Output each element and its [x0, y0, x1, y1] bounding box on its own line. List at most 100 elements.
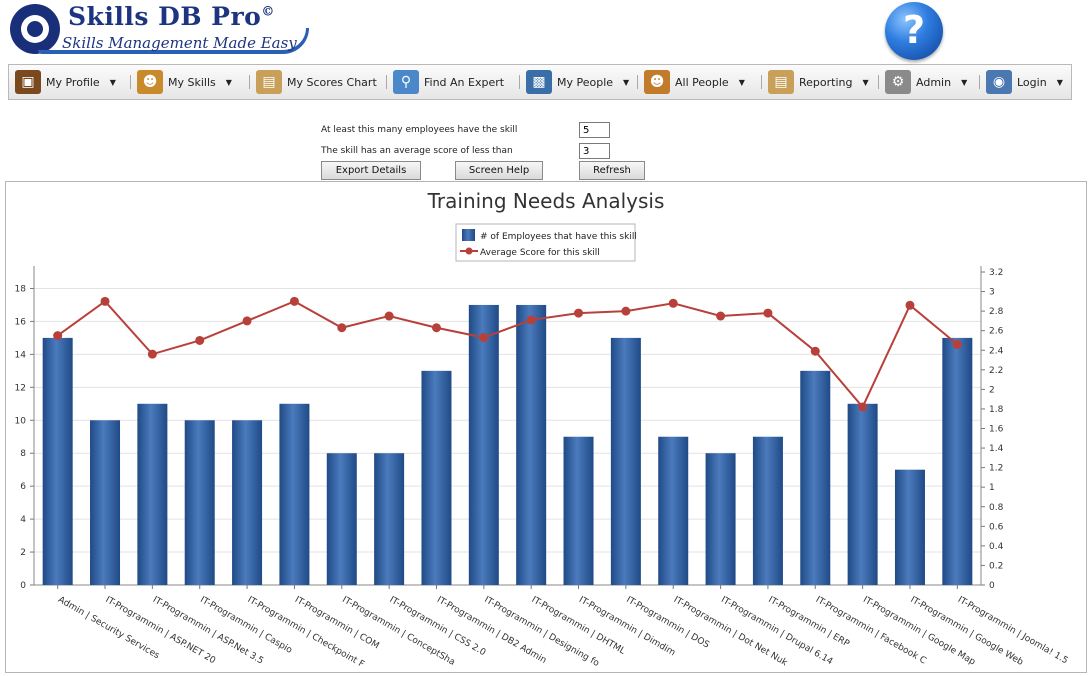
right-tick-label: 0.4 — [989, 542, 1004, 552]
clipboard-icon: ▤ — [768, 70, 794, 94]
help-icon[interactable]: ? — [885, 2, 943, 60]
bar-16 — [800, 370, 831, 585]
gear-icon: ⚙ — [885, 70, 911, 94]
right-tick-label: 1.4 — [989, 444, 1004, 454]
nav-label: Reporting — [799, 75, 853, 89]
bar-15 — [752, 436, 783, 585]
nav-separator — [249, 75, 250, 89]
app-logo: Skills DB Pro© Skills Management Made Ea… — [8, 2, 309, 58]
score-point-5 — [289, 296, 299, 306]
main-navbar: ▣ My Profile ▼ ☻ My Skills ▼ ▤ My Scores Chart ⚲… — [8, 64, 1072, 100]
bar-0 — [42, 337, 73, 585]
score-point-14 — [716, 311, 726, 321]
training-needs-chart: Training Needs Analysis # of Employees t… — [15, 189, 1070, 670]
bar-4 — [232, 420, 263, 585]
person-badge-icon: ☻ — [137, 70, 163, 94]
legend-label-line: Average Score for this skill — [480, 248, 600, 258]
left-tick-label: 10 — [15, 416, 27, 426]
score-point-8 — [431, 323, 441, 333]
x-tick-label: IT-Programmin | COM — [293, 595, 381, 651]
avg-score-label: The skill has an average score of less t… — [321, 146, 513, 156]
nav-item-reporting[interactable]: ▤ Reporting ▼ — [768, 65, 869, 99]
nav-separator — [878, 75, 879, 89]
nav-item-find-an-expert[interactable]: ⚲ Find An Expert — [393, 65, 504, 99]
score-point-3 — [195, 335, 205, 345]
legend-label-bars: # of Employees that have this skill — [480, 232, 637, 242]
nav-separator — [761, 75, 762, 89]
nav-separator — [386, 75, 387, 89]
left-tick-label: 16 — [15, 317, 27, 327]
left-tick-label: 2 — [20, 548, 26, 558]
x-tick-label: IT-Programmin | ERP — [766, 595, 851, 650]
bar-9 — [468, 304, 499, 585]
nav-label: My Skills — [168, 75, 216, 89]
score-point-18 — [905, 300, 915, 310]
score-point-16 — [810, 346, 820, 356]
score-point-19 — [952, 339, 962, 349]
min-employees-label: At least this many employees have the sk… — [321, 125, 518, 135]
left-tick-label: 6 — [20, 482, 26, 492]
chart-panel: Training Needs Analysis # of Employees t… — [5, 181, 1087, 673]
left-tick-label: 8 — [20, 449, 26, 459]
bar-14 — [705, 453, 736, 585]
nav-item-my-scores-chart[interactable]: ▤ My Scores Chart — [256, 65, 377, 99]
export-details-button[interactable]: Export Details — [321, 161, 421, 180]
nav-item-my-skills[interactable]: ☻ My Skills ▼ — [137, 65, 232, 99]
bar-7 — [374, 453, 405, 585]
legend-swatch-bars — [462, 229, 475, 241]
right-tick-label: 2.4 — [989, 346, 1004, 356]
nav-label: Login — [1017, 75, 1047, 89]
x-tick-label: IT-Programmin | DOS — [624, 595, 711, 651]
nav-item-login[interactable]: ◉ Login ▼ — [986, 65, 1063, 99]
clipboard-icon: ▤ — [256, 70, 282, 94]
average-score-line — [57, 300, 958, 409]
bar-19 — [942, 337, 973, 585]
right-tick-label: 3.2 — [989, 268, 1003, 278]
nav-item-my-people[interactable]: ▩ My People ▼ — [526, 65, 629, 99]
nav-separator — [637, 75, 638, 89]
score-point-6 — [337, 323, 347, 333]
right-tick-label: 0.6 — [989, 522, 1004, 532]
score-point-17 — [858, 402, 868, 412]
screen-help-button[interactable]: Screen Help — [455, 161, 543, 180]
bar-2 — [137, 403, 168, 585]
group-icon: ☻ — [644, 70, 670, 94]
min-employees-input[interactable] — [579, 122, 610, 138]
right-tick-label: 1.8 — [989, 405, 1004, 415]
left-tick-label: 0 — [20, 581, 26, 591]
chevron-down-icon[interactable]: ▼ — [623, 77, 630, 87]
right-tick-label: 2.6 — [989, 327, 1004, 337]
nav-label: Admin — [916, 75, 952, 89]
score-point-15 — [763, 308, 773, 318]
nav-separator — [519, 75, 520, 89]
bar-3 — [184, 420, 215, 585]
nav-item-admin[interactable]: ⚙ Admin ▼ — [885, 65, 967, 99]
chevron-down-icon[interactable]: ▼ — [862, 77, 869, 87]
score-point-7 — [384, 311, 394, 321]
right-tick-label: 2.2 — [989, 366, 1003, 376]
bar-12 — [610, 337, 641, 585]
chevron-down-icon[interactable]: ▼ — [109, 77, 116, 87]
nav-item-all-people[interactable]: ☻ All People ▼ — [644, 65, 745, 99]
left-tick-label: 18 — [15, 284, 27, 294]
nav-item-my-profile[interactable]: ▣ My Profile ▼ — [15, 65, 116, 99]
refresh-button[interactable]: Refresh — [579, 161, 645, 180]
right-tick-label: 3 — [989, 288, 995, 298]
app-subtitle: Skills Management Made Easy — [62, 34, 297, 52]
magnifier-icon: ⚲ — [393, 70, 419, 94]
chevron-down-icon[interactable]: ▼ — [738, 77, 745, 87]
briefcase-icon: ▣ — [15, 70, 41, 94]
score-point-9 — [479, 333, 489, 343]
chevron-down-icon[interactable]: ▼ — [961, 77, 968, 87]
bar-18 — [894, 469, 925, 585]
score-point-1 — [100, 296, 110, 306]
left-tick-label: 4 — [20, 515, 26, 525]
chevron-down-icon[interactable]: ▼ — [225, 77, 232, 87]
score-point-0 — [53, 331, 63, 341]
avg-score-input[interactable] — [579, 143, 610, 159]
legend-swatch-marker — [465, 247, 473, 255]
nav-label: Find An Expert — [424, 75, 505, 89]
right-tick-label: 0.2 — [989, 561, 1003, 571]
chevron-down-icon[interactable]: ▼ — [1056, 77, 1063, 87]
right-tick-label: 1.2 — [989, 464, 1003, 474]
